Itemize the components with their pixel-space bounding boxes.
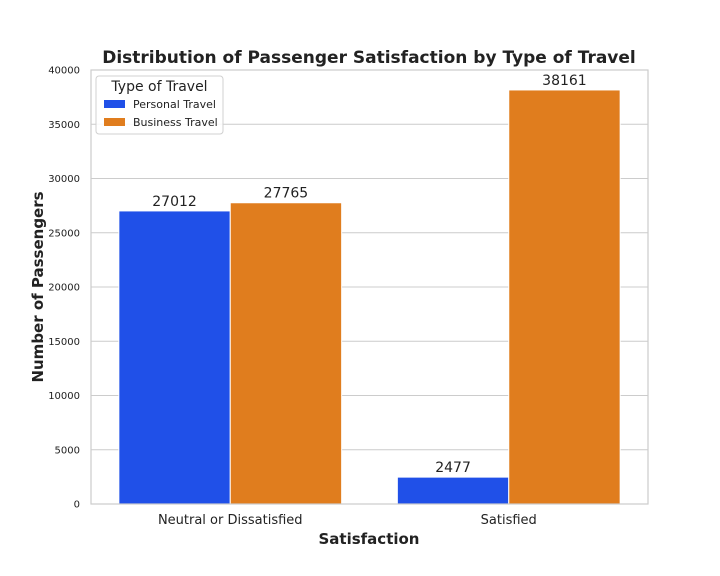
y-tick-label: 35000	[48, 120, 80, 131]
data-label: 27012	[152, 194, 197, 210]
legend: Type of Travel Personal Travel Business Tr…	[95, 75, 224, 135]
data-label: 38161	[542, 73, 587, 89]
legend-swatch	[104, 118, 125, 126]
data-label: 2477	[435, 460, 471, 476]
y-tick-label: 30000	[48, 174, 80, 185]
y-tick-label: 5000	[55, 445, 80, 456]
legend-box	[95, 75, 224, 135]
y-tick-label: 25000	[48, 228, 80, 239]
x-axis-title: Satisfaction	[318, 530, 419, 548]
x-tick-label: Neutral or Dissatisfied	[158, 513, 303, 528]
legend-title: Type of Travel	[110, 79, 207, 95]
y-tick-label: 15000	[48, 337, 80, 348]
legend-item-label: Business Travel	[133, 116, 218, 129]
bar	[396, 476, 510, 505]
x-tick-label: Satisfied	[481, 513, 537, 528]
bar	[229, 202, 343, 505]
legend-item-label: Personal Travel	[133, 98, 216, 111]
bar	[508, 89, 621, 505]
chart-title: Distribution of Passenger Satisfaction b…	[102, 48, 636, 68]
plot-frame	[90, 69, 649, 505]
legend-swatch	[104, 100, 125, 108]
bar	[118, 210, 231, 505]
plot-area: 0 5000 10000 15000 20000 25000 30000 35000 40000…	[48, 66, 649, 528]
y-tick-label: 40000	[48, 66, 80, 77]
y-tick-label: 20000	[48, 283, 80, 294]
y-tick-label: 10000	[48, 391, 80, 402]
y-axis-title: Number of Passengers	[29, 191, 47, 382]
data-label: 27765	[264, 186, 309, 202]
y-tick-label: 0	[74, 500, 80, 511]
